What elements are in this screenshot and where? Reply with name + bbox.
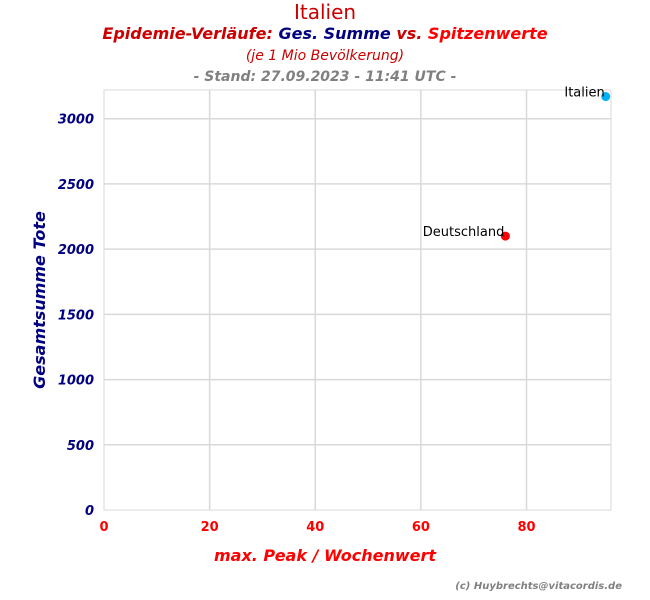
x-tick-label: 60 — [412, 520, 430, 535]
grid-layer — [103, 89, 612, 511]
subtitle-part-3: vs. — [396, 24, 423, 43]
axis-layer: 0 500 1000 1500 2000 2500 3000 0 20 40 60 80 — [58, 113, 536, 535]
y-tick-label: 2500 — [58, 178, 94, 193]
y-tick-label: 1000 — [58, 374, 94, 389]
data-point-deutschland — [500, 231, 510, 241]
y-tick-label: 1500 — [58, 308, 94, 323]
data-label-italien: Italien — [564, 86, 604, 101]
chart-subtitle-population: (je 1 Mio Bevölkerung) — [245, 48, 405, 64]
y-axis-label: Gesamtsumme Tote — [30, 211, 49, 389]
chart-subtitle: Epidemie-Verläufe: Ges. Summe vs. Spitze… — [0, 24, 650, 43]
y-tick-label: 3000 — [58, 113, 94, 128]
x-tick-label: 20 — [201, 520, 219, 535]
x-axis-label: max. Peak / Wochenwert — [214, 546, 437, 565]
chart-title: Italien — [293, 0, 357, 24]
y-tick-label: 2000 — [58, 243, 94, 258]
plot-border — [103, 89, 612, 511]
data-point-italien — [601, 92, 611, 102]
x-tick-label: 80 — [517, 520, 535, 535]
copyright-credit: (c) Huybrechts@vitacordis.de — [455, 581, 622, 592]
x-tick-label: 40 — [306, 520, 324, 535]
data-label-deutschland: Deutschland — [423, 225, 505, 240]
chart-subtitle-date: - Stand: 27.09.2023 - 11:41 UTC - — [193, 69, 457, 85]
x-tick-label: 0 — [99, 520, 108, 535]
subtitle-part-2: Ges. Summe — [278, 24, 391, 43]
subtitle-part-4: Spitzenwerte — [427, 24, 548, 43]
y-tick-label: 500 — [67, 439, 94, 454]
point-layer: Italien Deutschland — [423, 86, 611, 241]
subtitle-part-1: Epidemie-Verläufe: — [102, 24, 273, 43]
y-tick-label: 0 — [85, 504, 94, 519]
